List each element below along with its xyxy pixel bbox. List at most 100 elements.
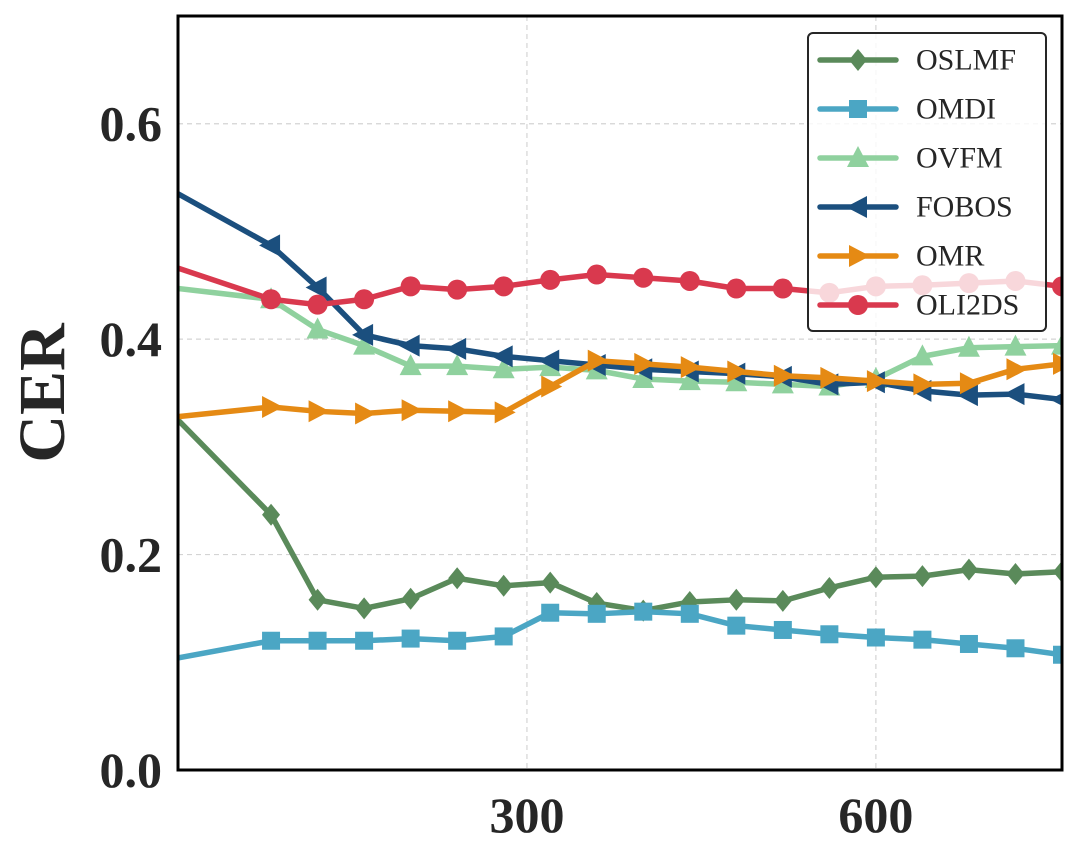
legend-label: OMR: [916, 240, 984, 273]
data-point-oslmf: [448, 567, 467, 590]
data-point-omr: [448, 400, 470, 423]
data-point-oslmf: [820, 576, 839, 599]
legend-label: OSLMF: [916, 44, 1016, 77]
data-point-omdi: [401, 629, 420, 648]
legend-marker: [846, 196, 867, 218]
grid-lines: [178, 16, 1062, 770]
data-point-oli2ds: [586, 264, 607, 285]
legend-marker: [849, 245, 870, 267]
data-point-omdi: [773, 620, 792, 639]
legend-item-oli2ds: OLI2DS: [817, 289, 1019, 322]
data-point-ovfm: [306, 317, 329, 339]
x-tick-label: 600: [838, 787, 913, 843]
legend-item-ovfm: OVFM: [817, 142, 1003, 175]
data-point-fobos: [445, 337, 467, 360]
data-point-oli2ds: [772, 278, 793, 299]
data-point-oslmf: [401, 587, 420, 610]
data-point-omdi: [959, 634, 978, 653]
data-point-omr: [262, 396, 284, 419]
data-point-omr: [773, 364, 795, 387]
legend-item-omr: OMR: [817, 240, 984, 273]
data-point-fobos: [538, 349, 560, 372]
data-point-omdi: [262, 631, 281, 650]
legend-box: [807, 32, 1047, 332]
data-point-fobos: [1003, 383, 1025, 406]
legend-label: OLI2DS: [916, 289, 1019, 322]
plot-frame: [176, 14, 1064, 772]
y-tick-label: 0.6: [100, 96, 163, 152]
data-point-oslmf: [866, 566, 885, 589]
data-point-omdi: [355, 631, 374, 650]
legend-marker: [849, 49, 867, 71]
legend-label: OMDI: [916, 93, 996, 126]
data-point-oslmf: [541, 571, 560, 594]
data-point-omdi: [1006, 639, 1025, 658]
legend-marker: [849, 100, 867, 118]
y-tick-label: 0.2: [100, 527, 163, 583]
legend-marker: [847, 146, 869, 167]
legend-item-oslmf: OSLMF: [817, 44, 1016, 77]
data-point-oli2ds: [633, 267, 654, 288]
data-point-omr: [541, 375, 563, 398]
data-point-omr: [355, 402, 377, 425]
data-point-oslmf: [727, 588, 746, 611]
data-point-oslmf: [1006, 562, 1025, 585]
data-point-omdi: [448, 631, 467, 650]
data-point-omdi: [820, 625, 839, 644]
legend: OSLMF OMDI OVFM FOBOS OMR OLI2DS: [807, 32, 1047, 332]
data-point-oli2ds: [540, 269, 561, 290]
data-point-fobos: [1050, 393, 1062, 406]
data-point-omr: [494, 401, 516, 424]
data-point-oslmf: [773, 589, 792, 612]
data-point-omr: [1053, 352, 1062, 375]
y-tick-label: 0.0: [100, 742, 163, 798]
series-omr: [178, 349, 1062, 425]
data-point-oslmf: [355, 597, 374, 620]
data-point-omdi: [587, 604, 606, 623]
data-point-oli2ds: [400, 276, 421, 297]
series-omdi: [178, 602, 1062, 664]
data-point-oslmf: [913, 565, 932, 588]
data-point-omr: [820, 366, 842, 389]
data-point-omr: [959, 372, 981, 395]
data-point-omdi: [308, 631, 327, 650]
data-point-omr: [308, 400, 330, 423]
data-point-omdi: [634, 602, 653, 621]
data-point-fobos: [259, 234, 281, 257]
data-point-oli2ds: [493, 276, 514, 297]
data-point-fobos: [352, 323, 374, 346]
data-point-oli2ds: [261, 289, 282, 310]
data-point-oslmf: [1053, 560, 1062, 583]
data-point-oli2ds: [307, 294, 328, 315]
data-point-omdi: [1053, 645, 1062, 664]
data-point-ovfm: [957, 335, 980, 357]
legend-item-fobos: FOBOS: [817, 191, 1013, 224]
data-point-omdi: [727, 616, 746, 635]
data-point-oli2ds: [447, 279, 468, 300]
data-point-oslmf: [308, 588, 327, 611]
data-point-ovfm: [1051, 333, 1062, 355]
data-point-omr: [634, 352, 656, 375]
data-point-omr: [727, 360, 749, 383]
data-point-fobos: [305, 276, 327, 299]
data-point-omr: [587, 349, 609, 372]
data-point-oli2ds: [1052, 276, 1062, 297]
data-point-omdi: [680, 604, 699, 623]
data-point-omr: [866, 370, 888, 393]
data-point-fobos: [491, 345, 513, 368]
y-tick-label: 0.4: [100, 311, 163, 367]
data-point-oslmf: [262, 503, 281, 526]
data-point-oslmf: [494, 574, 513, 597]
data-point-omdi: [494, 627, 513, 646]
data-point-omdi: [913, 630, 932, 649]
data-point-ovfm: [1004, 334, 1027, 356]
data-point-ovfm: [911, 344, 934, 366]
data-point-ovfm: [725, 370, 748, 392]
data-point-ovfm: [446, 354, 469, 376]
data-point-omr: [680, 356, 702, 379]
data-point-fobos: [956, 384, 978, 407]
data-point-omr: [1006, 358, 1028, 381]
x-tick-label: 300: [489, 787, 564, 843]
legend-item-omdi: OMDI: [817, 93, 996, 126]
data-point-oslmf: [959, 558, 978, 581]
